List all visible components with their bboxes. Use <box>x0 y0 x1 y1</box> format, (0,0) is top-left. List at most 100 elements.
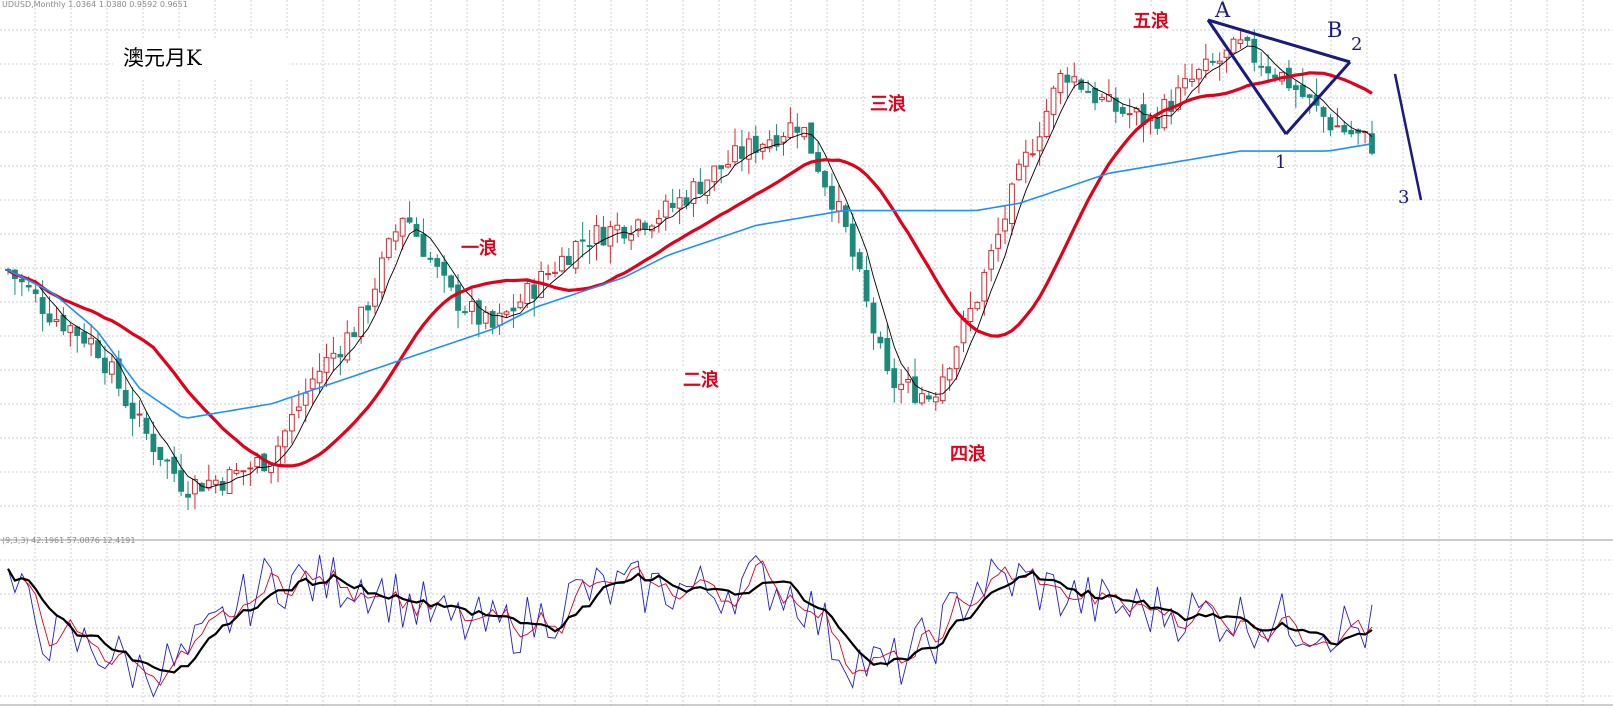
candle-down <box>95 340 101 358</box>
candle-down <box>642 222 648 230</box>
candle-up <box>496 312 503 326</box>
candle-up <box>399 217 406 237</box>
candle-up <box>330 352 337 359</box>
candle-down <box>697 181 704 195</box>
candle-down <box>427 257 434 260</box>
candle-up <box>1126 113 1133 116</box>
candle-up <box>662 200 669 218</box>
candle-up <box>254 457 261 468</box>
candle-up <box>302 392 309 406</box>
point-2-label: 2 <box>1351 34 1363 55</box>
candle-down <box>531 284 538 299</box>
candle-up <box>787 122 794 138</box>
candle-up <box>946 368 953 381</box>
candle-up <box>1161 99 1168 129</box>
ma-mid-line <box>7 71 1373 468</box>
candle-down <box>129 402 136 419</box>
candle-down <box>455 284 461 311</box>
candle-down <box>1292 85 1299 90</box>
candle-up <box>704 179 711 196</box>
candle-up <box>1182 78 1188 89</box>
candle-down <box>683 197 690 206</box>
candle-down <box>434 258 441 267</box>
candle-down <box>1265 66 1272 74</box>
candle-up <box>932 396 939 403</box>
candle-down <box>794 126 801 133</box>
candle-down <box>150 433 157 453</box>
candle-up <box>468 301 475 312</box>
wave-2-label: 二浪 <box>680 366 722 392</box>
candle-up <box>559 255 565 272</box>
candle-down <box>773 135 780 147</box>
candle-down <box>586 245 593 248</box>
candle-up <box>1036 136 1043 152</box>
candle-up <box>552 271 558 274</box>
candle-down <box>1299 84 1306 97</box>
candle-up <box>212 479 219 485</box>
candle-up <box>995 233 1002 249</box>
candle-up <box>572 240 579 269</box>
candle-down <box>1244 37 1251 41</box>
candle-down <box>185 493 191 498</box>
candle-up <box>53 319 60 322</box>
line-a-b <box>1207 18 1351 64</box>
candle-down <box>32 289 39 295</box>
candle-down <box>1078 79 1085 90</box>
candle-up <box>385 238 392 258</box>
candle-up <box>1334 125 1341 128</box>
candle-up <box>67 325 74 333</box>
stoch-signal-line <box>7 568 1373 674</box>
candle-down <box>849 223 856 257</box>
candle-down <box>1348 129 1355 135</box>
candle-up <box>1043 110 1050 138</box>
candle-down <box>157 446 164 461</box>
stoch-k-line <box>7 554 1373 698</box>
candle-down <box>856 252 863 270</box>
indicator-header: (9,3,3) 42.1961 57.0876 12.4191 <box>2 536 136 545</box>
candle-down <box>912 376 918 403</box>
candle-up <box>108 361 115 375</box>
candle-up <box>288 414 295 432</box>
point-a-label: A <box>1215 0 1231 22</box>
candle-up <box>323 357 330 373</box>
candle-down <box>1112 97 1119 112</box>
candle-up <box>316 370 323 384</box>
candle-up <box>766 139 773 149</box>
candle-down <box>1341 124 1348 133</box>
candle-up <box>1029 153 1036 156</box>
candle-up <box>1216 60 1223 64</box>
candle-down <box>448 275 455 288</box>
chart-title-box: 澳元月K <box>113 40 289 80</box>
stochastic-lines <box>7 554 1373 698</box>
candle-up <box>974 301 981 310</box>
candle-up <box>358 306 365 338</box>
candle-down <box>122 390 129 407</box>
candle-down <box>102 357 108 374</box>
candle-up <box>1202 58 1209 71</box>
candle-up <box>988 250 995 270</box>
candle-up <box>1050 87 1057 115</box>
candle-down <box>808 122 815 154</box>
candle-down <box>39 297 46 314</box>
candle-up <box>593 225 600 244</box>
candle-down <box>579 239 586 242</box>
candle-up <box>835 201 842 212</box>
candle-up <box>226 469 233 494</box>
candle-up <box>732 145 738 163</box>
candle-up <box>981 271 988 302</box>
candle-down <box>164 459 171 462</box>
candle-down <box>171 456 178 474</box>
candle-down <box>1064 74 1071 83</box>
moving-averages <box>7 45 1373 489</box>
candle-down <box>81 331 88 344</box>
candle-up <box>247 467 254 470</box>
candle-up <box>503 311 510 315</box>
point-b-label: B <box>1327 18 1343 42</box>
candle-down <box>739 146 745 159</box>
candle-down <box>842 205 849 227</box>
candle-up <box>309 378 316 390</box>
candle-up <box>967 308 974 322</box>
candle-down <box>877 336 884 344</box>
candle-down <box>829 185 835 210</box>
candle-down <box>718 165 725 170</box>
